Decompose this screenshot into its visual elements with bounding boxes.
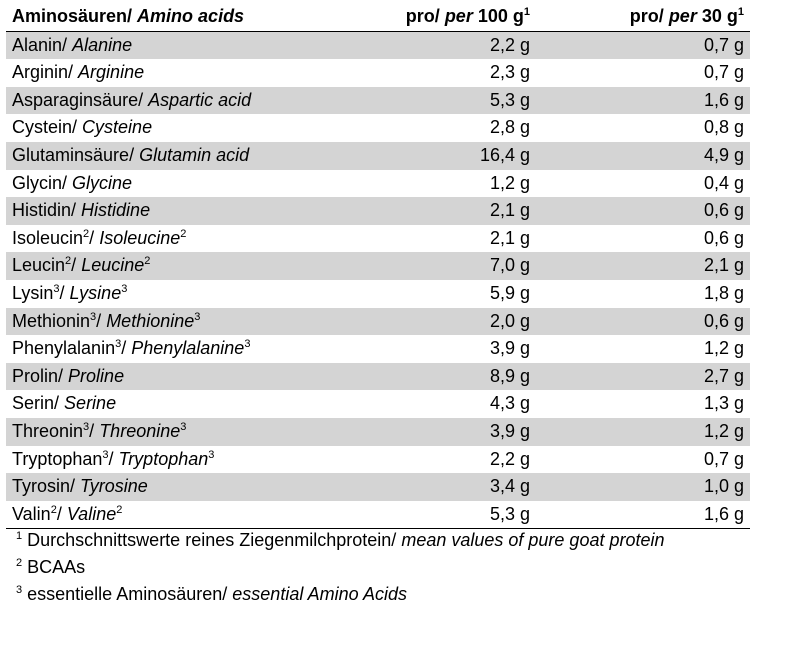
footnotes: 1 Durchschnittswerte reines Ziegenmilchp…	[16, 527, 786, 608]
value-per-100g: 2,1 g	[376, 197, 536, 225]
amino-acid-name: Lysin3/ Lysine3	[12, 282, 128, 303]
amino-acid-name: Methionin3/ Methionine3	[6, 307, 376, 336]
value-per-100g: 2,2 g	[489, 448, 530, 469]
table-row: Glycin/ Glycine 1,2 g 0,4 g	[6, 170, 750, 198]
value-per-30g: 0,7 g	[703, 448, 744, 469]
table-row: Serin/ Serine 4,3 g 1,3 g	[6, 390, 750, 418]
table-row: Phenylalanin3/ Phenylalanine3 3,9 g 1,2 g	[6, 335, 750, 363]
table-row: Methionin3/ Methionine3 2,0 g 0,6 g	[6, 307, 750, 336]
amino-acid-name: Isoleucin2/ Isoleucine2	[12, 227, 187, 248]
amino-acid-name: Arginin/ Arginine	[12, 62, 145, 83]
table-header-row: Aminosäuren/ Amino acids pro/ per 100 g1…	[6, 3, 750, 32]
header-per-100g: pro/ per 100 g1	[376, 3, 536, 32]
table-row: Prolin/ Proline 8,9 g 2,7 g	[6, 362, 750, 391]
amino-acid-name: Glutaminsäure/ Glutamin acid	[6, 141, 376, 170]
amino-acid-name: Phenylalanin3/ Phenylalanine3	[12, 338, 251, 359]
amino-acid-name: Cystein/ Cysteine	[12, 117, 153, 138]
value-per-100g: 4,3 g	[489, 393, 530, 414]
value-per-100g: 8,9 g	[376, 362, 536, 391]
value-per-100g: 2,8 g	[489, 117, 530, 138]
value-per-30g: 1,3 g	[703, 393, 744, 414]
amino-acid-table: Aminosäuren/ Amino acids pro/ per 100 g1…	[6, 3, 750, 530]
footnote-3: 3 essentielle Aminosäuren/ essential Ami…	[16, 584, 408, 604]
value-per-100g: 5,9 g	[489, 282, 530, 303]
table-row: Glutaminsäure/ Glutamin acid 16,4 g 4,9 g	[6, 141, 750, 170]
value-per-100g: 3,4 g	[376, 473, 536, 501]
amino-acid-name: Valin2/ Valine2	[6, 500, 376, 530]
table-row: Asparaginsäure/ Aspartic acid 5,3 g 1,6 g	[6, 86, 750, 115]
value-per-100g: 3,9 g	[489, 338, 530, 359]
value-per-100g: 7,0 g	[376, 252, 536, 280]
value-per-100g: 2,0 g	[376, 307, 536, 336]
value-per-30g: 1,8 g	[703, 282, 744, 303]
table-row: Leucin2/ Leucine2 7,0 g 2,1 g	[6, 252, 750, 280]
value-per-30g: 4,9 g	[536, 141, 750, 170]
amino-acid-name: Serin/ Serine	[12, 393, 117, 414]
value-per-30g: 1,2 g	[703, 338, 744, 359]
header-per-30g: pro/ per 30 g1	[536, 3, 750, 32]
value-per-30g: 1,2 g	[536, 417, 750, 446]
table-body: Alanin/ Alanine 2,2 g 0,7 g Arginin/ Argini…	[6, 31, 750, 530]
value-per-30g: 0,6 g	[536, 307, 750, 336]
value-per-30g: 0,6 g	[703, 227, 744, 248]
value-per-30g: 0,4 g	[703, 172, 744, 193]
table-row: Valin2/ Valine2 5,3 g 1,6 g	[6, 500, 750, 530]
footnote-2: 2 BCAAs	[16, 557, 86, 577]
value-per-30g: 1,0 g	[536, 473, 750, 501]
value-per-30g: 1,6 g	[536, 86, 750, 115]
value-per-100g: 5,3 g	[376, 86, 536, 115]
value-per-100g: 16,4 g	[376, 141, 536, 170]
amino-acid-name: Asparaginsäure/ Aspartic acid	[6, 86, 376, 115]
value-per-30g: 0,7 g	[536, 31, 750, 60]
table-row: Tyrosin/ Tyrosine 3,4 g 1,0 g	[6, 473, 750, 501]
table-row: Histidin/ Histidine 2,1 g 0,6 g	[6, 197, 750, 225]
amino-acid-name: Tyrosin/ Tyrosine	[6, 473, 376, 501]
value-per-100g: 5,3 g	[376, 500, 536, 530]
value-per-30g: 0,7 g	[703, 62, 744, 83]
table-row: Threonin3/ Threonine3 3,9 g 1,2 g	[6, 417, 750, 446]
value-per-100g: 2,2 g	[376, 31, 536, 60]
header-amino-acids: Aminosäuren/ Amino acids	[6, 3, 376, 32]
value-per-100g: 1,2 g	[489, 172, 530, 193]
amino-acid-name: Glycin/ Glycine	[12, 172, 133, 193]
amino-acid-name: Leucin2/ Leucine2	[6, 252, 376, 280]
value-per-100g: 2,1 g	[489, 227, 530, 248]
amino-acid-name: Tryptophan3/ Tryptophan3	[12, 448, 215, 469]
value-per-30g: 0,6 g	[536, 197, 750, 225]
amino-acid-name: Prolin/ Proline	[6, 362, 376, 391]
value-per-30g: 2,1 g	[536, 252, 750, 280]
table-row: Lysin3/ Lysine3 5,9 g 1,8 g	[6, 280, 750, 308]
amino-acid-name: Histidin/ Histidine	[6, 197, 376, 225]
table-row: Cystein/ Cysteine 2,8 g 0,8 g	[6, 114, 750, 142]
value-per-100g: 3,9 g	[376, 417, 536, 446]
table-row: Isoleucin2/ Isoleucine2 2,1 g 0,6 g	[6, 225, 750, 253]
amino-acid-name: Threonin3/ Threonine3	[6, 417, 376, 446]
value-per-30g: 0,8 g	[703, 117, 744, 138]
table-row: Alanin/ Alanine 2,2 g 0,7 g	[6, 31, 750, 60]
value-per-100g: 2,3 g	[489, 62, 530, 83]
value-per-30g: 2,7 g	[536, 362, 750, 391]
footnote-1: 1 Durchschnittswerte reines Ziegenmilchp…	[16, 530, 665, 550]
table-row: Arginin/ Arginine 2,3 g 0,7 g	[6, 59, 750, 87]
amino-acid-name: Alanin/ Alanine	[6, 31, 376, 60]
table-row: Tryptophan3/ Tryptophan3 2,2 g 0,7 g	[6, 446, 750, 474]
value-per-30g: 1,6 g	[536, 500, 750, 530]
